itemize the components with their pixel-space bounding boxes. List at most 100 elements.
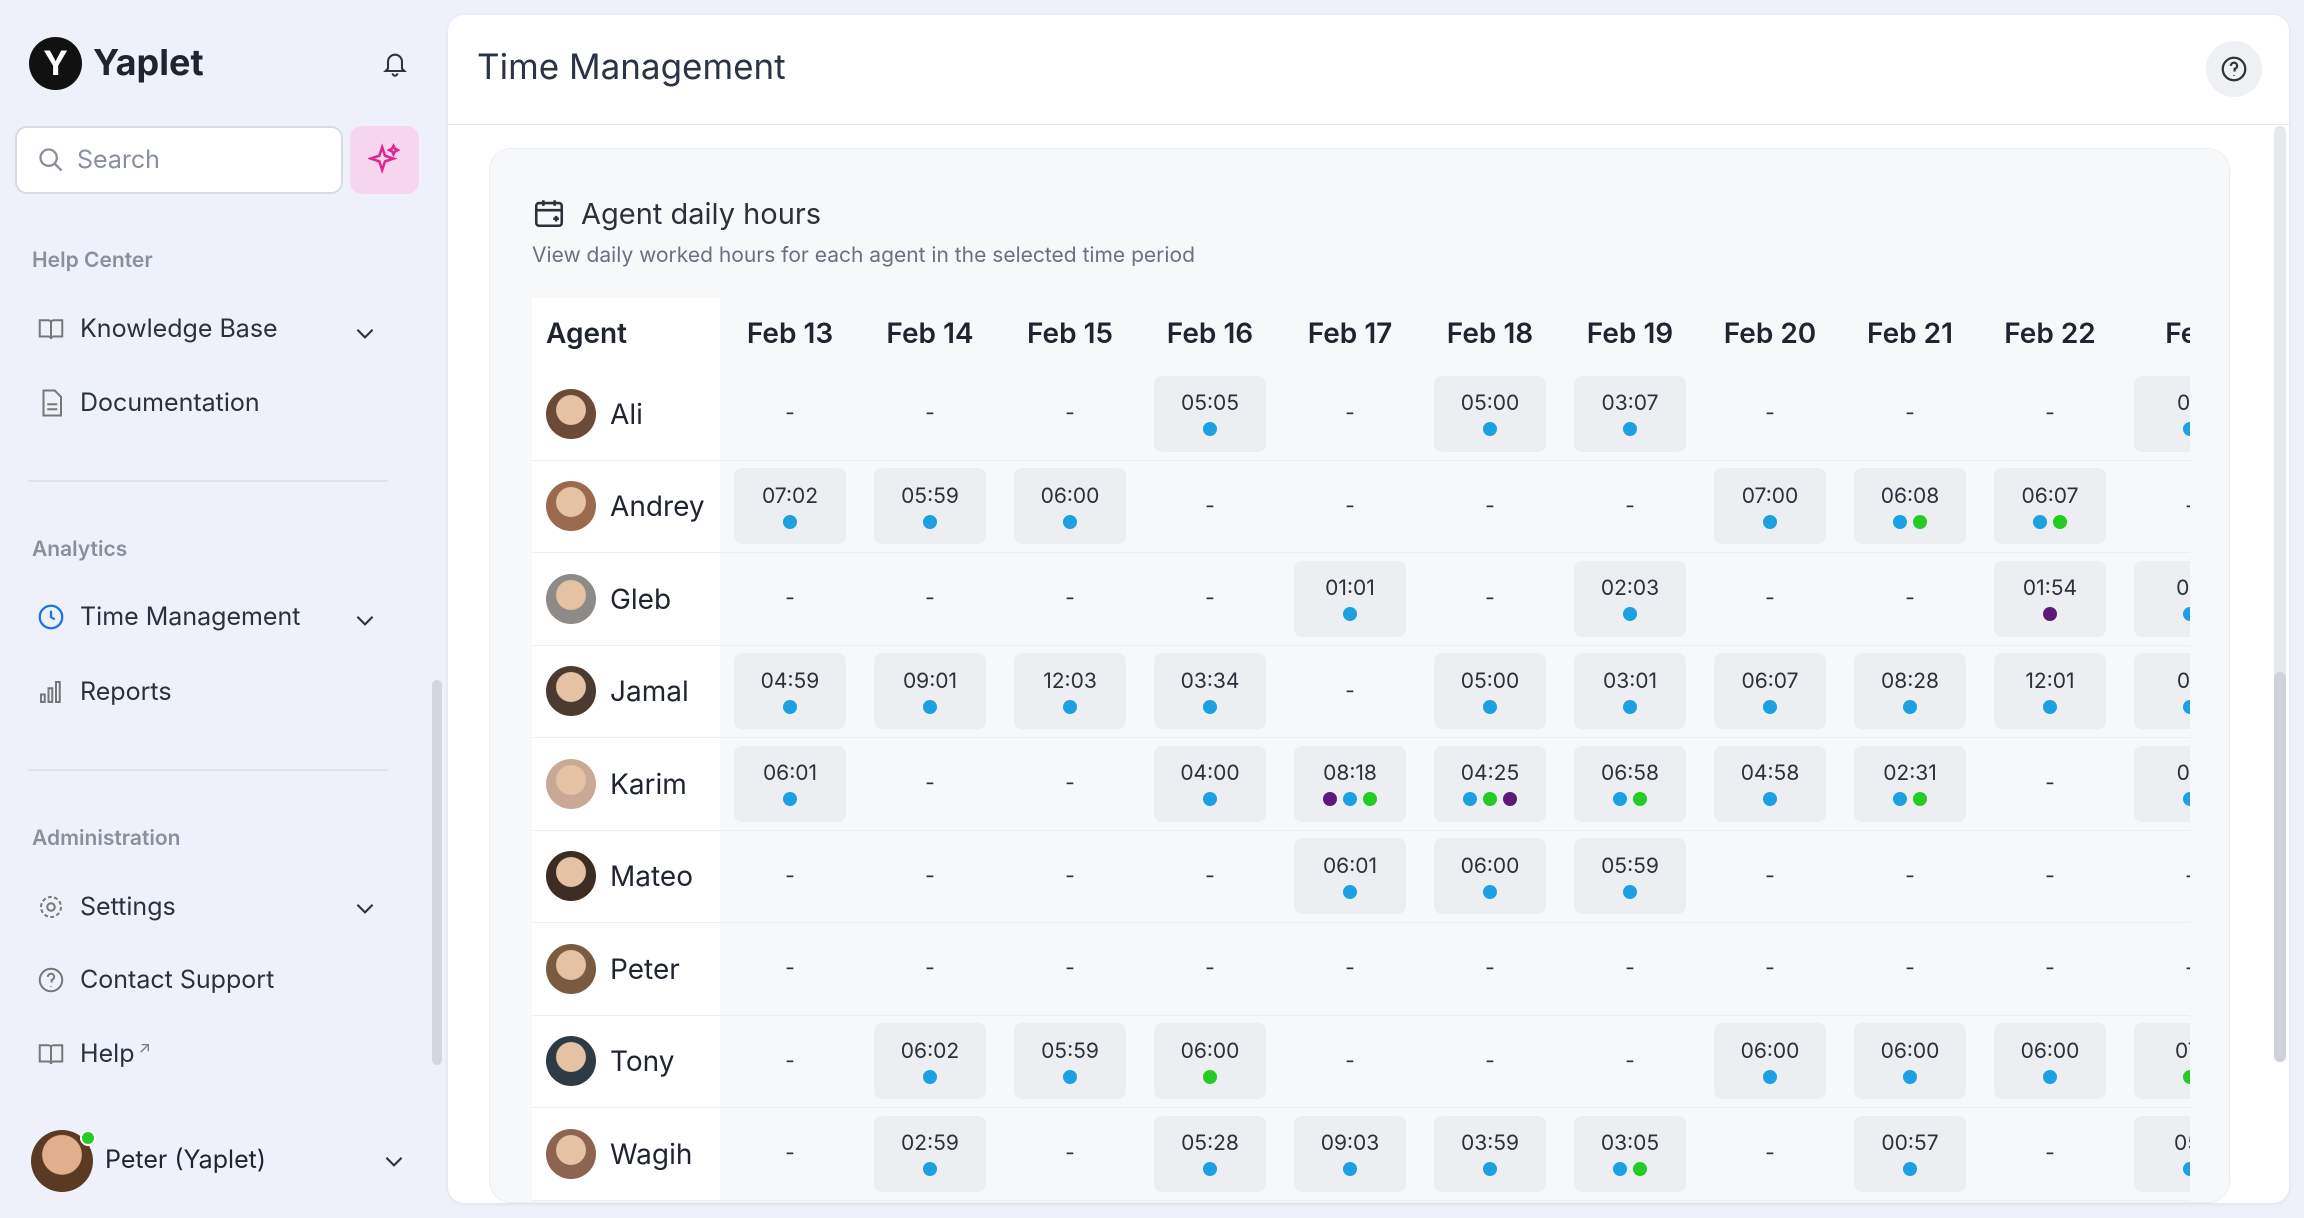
hours-box[interactable]: 07:00 [1714,468,1826,545]
hours-box[interactable]: 01:54 [1994,560,2106,637]
hours-box[interactable]: 07:02 [734,468,846,545]
search-box[interactable]: Search [15,126,343,194]
hours: 05:00 [1460,668,1520,694]
hours-box[interactable]: 03:01 [1574,653,1686,730]
hours-box[interactable]: 06:07 [1994,468,2106,545]
hours-box[interactable]: 09:01 [874,653,986,730]
hours-box[interactable]: 05:00 [1434,375,1546,452]
nav-item[interactable]: Reports [36,677,172,707]
hours-box[interactable]: 06:00 [1014,468,1126,545]
user-name[interactable]: Peter (Yaplet) [105,1145,266,1175]
hours-box[interactable]: 06:07 [1714,653,1826,730]
hours-box[interactable]: 06:08 [1854,468,1966,545]
hours-box[interactable]: 02 [2134,375,2190,452]
hours: 06:08 [1880,483,1940,509]
hours-box[interactable]: 08:18 [1294,745,1406,822]
nav-item[interactable]: Documentation [36,388,260,418]
hours-box[interactable]: 12:03 [1014,653,1126,730]
hours-box[interactable]: 12:01 [1994,653,2106,730]
status-dots [923,514,937,529]
hours-box[interactable]: 06:00 [1434,838,1546,915]
hours-box[interactable]: 06:58 [1574,745,1686,822]
hours-box[interactable]: 06:00 [1154,1023,1266,1100]
hours-box[interactable]: 02:03 [1574,560,1686,637]
status-dot [1483,1162,1497,1177]
hours-box[interactable]: 04 [2134,745,2190,822]
hours-box[interactable]: 06:00 [1994,1023,2106,1100]
day-cell: - [1420,1016,1560,1108]
help-button[interactable] [2206,41,2262,97]
hours-box[interactable]: 01: [2134,560,2190,637]
hours-box[interactable]: 07: [2134,1023,2190,1100]
hours: - [785,863,795,889]
hours-box[interactable]: 02:31 [1854,745,1966,822]
hours-box[interactable]: 05:28 [1154,1115,1266,1192]
hours-box[interactable]: 04:59 [734,653,846,730]
hours-box[interactable]: 03:05 [1574,1115,1686,1192]
hours: 01:54 [2022,576,2078,602]
divider [28,480,388,482]
hours-box[interactable]: 04:25 [1434,745,1546,822]
day-cell: - [1000,738,1140,830]
hours-box[interactable]: 06:00 [1854,1023,1966,1100]
hours: 00:57 [1881,1131,1939,1157]
hours-box[interactable]: 05:59 [1014,1023,1126,1100]
status-dot [1203,1162,1217,1177]
hours: - [785,1048,795,1074]
bell-icon[interactable] [381,49,409,79]
hours-box[interactable]: 05:59 [874,468,986,545]
hours-box[interactable]: 06:02 [874,1023,986,1100]
hours-box[interactable]: 03:59 [1434,1115,1546,1192]
nav-label: Contact Support [80,965,275,995]
chevron[interactable] [352,895,378,921]
hours: 03:05 [1600,1131,1660,1157]
nav-item[interactable]: Settings [36,892,176,922]
hours-box[interactable]: 09:03 [1294,1115,1406,1192]
hours-box[interactable]: 04:00 [1154,745,1266,822]
nav-label: Help [80,1039,135,1069]
logo[interactable]: Y [29,37,82,90]
nav-item[interactable]: Time Management [36,602,300,632]
status-dot [1623,884,1637,899]
hours-box[interactable]: 02:59 [874,1115,986,1192]
hours-box[interactable]: 05:05 [1154,375,1266,452]
nav-item[interactable]: Knowledge Base [36,314,278,344]
hours: 02:59 [901,1131,959,1157]
hours-box[interactable]: 05:00 [1434,653,1546,730]
agent-avatar [546,573,596,624]
status-dots [1613,1162,1647,1177]
chevron[interactable] [352,320,378,346]
status-dot [1903,1162,1917,1177]
day-cell: - [1000,368,1140,460]
day-cell: 08:28 [1840,646,1980,738]
section-title: Analytics [32,537,128,562]
hours-box[interactable]: 06:01 [1294,838,1406,915]
hours: - [1765,1141,1775,1167]
nav-item[interactable]: Contact Support [36,965,274,995]
status-dots [923,1162,937,1177]
status-dot [2183,422,2190,437]
hours-box[interactable]: 06:00 [1714,1023,1826,1100]
day-cell: 06:01 [1280,831,1420,923]
hours-box[interactable]: 06:01 [734,745,846,822]
hours-box[interactable]: 05:59 [1574,838,1686,915]
hours-box[interactable]: 01:01 [1294,560,1406,637]
status-dots [1323,792,1377,807]
hours-box[interactable]: 08:28 [1854,653,1966,730]
nav-item[interactable]: Help ↗ [36,1037,151,1069]
hours-box[interactable]: 03 [2134,653,2190,730]
hours: - [785,956,795,982]
hours-box[interactable]: 05: [2134,1115,2190,1192]
chevron[interactable] [381,1148,407,1174]
chevron[interactable] [352,607,378,633]
hours-box[interactable]: 00:57 [1854,1115,1966,1192]
section-title: Administration [32,826,181,851]
hours-box[interactable]: 03:34 [1154,653,1266,730]
hours-box[interactable]: 04:58 [1714,745,1826,822]
agent-avatar [546,851,596,902]
hours-box[interactable]: 03:07 [1574,375,1686,452]
status-dot [1323,792,1337,807]
ai-button[interactable] [350,126,419,194]
day-cell: 03 [2120,646,2190,738]
hours: - [925,771,935,797]
